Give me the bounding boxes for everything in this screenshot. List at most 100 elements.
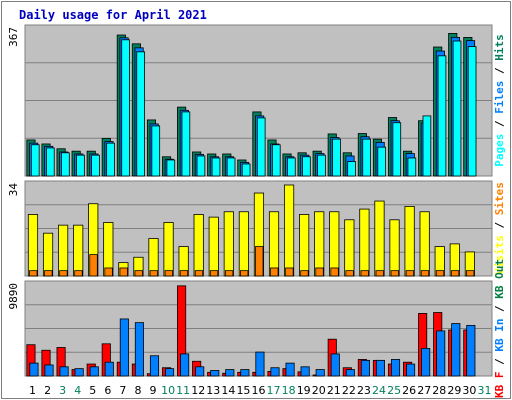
bar-kb-in-7	[119, 318, 129, 377]
bar-pages-29	[452, 40, 462, 177]
x-tick-label-28: 28	[432, 384, 446, 397]
bar-sites-15	[240, 270, 249, 277]
bar-pages-21	[332, 138, 341, 177]
bar-visits-10	[163, 222, 174, 277]
bar-kb-in-14	[225, 369, 235, 377]
bar-visits-23	[359, 208, 370, 277]
x-tick-label-25: 25	[387, 384, 401, 397]
bar-pages-4	[76, 154, 85, 177]
legend-entry: KB F	[493, 372, 506, 399]
bar-kb-in-16	[255, 351, 265, 377]
bar-pages-7	[121, 39, 130, 177]
bar-pages-28	[437, 55, 447, 177]
legend-entry: Sites	[493, 182, 506, 222]
bar-sites-26	[405, 270, 415, 277]
bar-visits-27	[419, 211, 430, 277]
bar-kb-in-4	[74, 368, 84, 377]
bar-sites-9	[149, 270, 158, 277]
bar-kb-in-20	[315, 369, 325, 377]
x-tick-label-17: 17	[267, 384, 281, 397]
x-tick-label-9: 9	[150, 384, 157, 397]
bar-sites-2	[44, 270, 53, 277]
bar-visits-4	[73, 224, 84, 277]
x-tick-label-12: 12	[191, 384, 205, 397]
x-tick-label-24: 24	[372, 384, 386, 397]
legend-entry: /	[493, 358, 506, 372]
bar-sites-17	[270, 267, 279, 277]
bar-pages-6	[106, 142, 115, 177]
bar-sites-30	[465, 270, 475, 277]
bar-kb-in-10	[164, 368, 175, 377]
bar-sites-4	[74, 270, 83, 277]
x-tick-label-14: 14	[221, 384, 235, 397]
x-tick-label-8: 8	[134, 384, 141, 397]
x-tick-label-22: 22	[342, 384, 356, 397]
bar-sites-3	[59, 270, 68, 277]
bar-kb-in-30	[466, 324, 476, 377]
bar-pages-24	[377, 146, 387, 177]
panel-hits-files-pages: 367 Pages / Files / Hits	[7, 24, 506, 177]
bar-pages-27	[422, 115, 432, 177]
bar-pages-11	[181, 111, 191, 177]
bar-kb-in-17	[270, 367, 280, 377]
x-tick-label-2: 2	[44, 384, 51, 397]
bar-pages-1	[30, 144, 40, 177]
bar-kb-in-28	[436, 330, 446, 377]
bar-kb-in-18	[285, 362, 295, 377]
bar-kb-in-27	[421, 347, 431, 377]
x-tick-label-16: 16	[252, 384, 266, 397]
bar-kb-in-24	[375, 359, 385, 377]
bar-sites-5	[89, 254, 98, 277]
bar-sites-13	[209, 270, 219, 277]
bar-kb-in-22	[345, 369, 355, 377]
bar-visits-26	[404, 206, 415, 277]
bar-sites-1	[29, 270, 38, 277]
bar-pages-26	[407, 157, 417, 177]
x-tick-label-23: 23	[357, 384, 371, 397]
bar-sites-20	[315, 267, 324, 277]
bar-visits-19	[299, 214, 310, 277]
bar-kb-in-6	[104, 361, 114, 377]
legend-entry: KB Out	[493, 259, 506, 305]
x-tick-label-3: 3	[59, 384, 66, 397]
bar-kb-in-26	[406, 363, 416, 377]
bar-sites-25	[390, 270, 400, 277]
bar-sites-24	[375, 270, 384, 277]
legend-entry: /	[493, 67, 506, 81]
bar-kb-in-23	[360, 359, 370, 377]
bar-pages-5	[91, 154, 100, 177]
bar-kb-in-29	[451, 323, 461, 377]
y-max-label: 34	[7, 183, 20, 197]
x-tick-label-26: 26	[402, 384, 416, 397]
bar-kb-in-11	[180, 353, 190, 377]
bar-pages-12	[196, 155, 206, 177]
bar-pages-9	[151, 125, 161, 177]
bar-sites-28	[435, 270, 445, 277]
bar-pages-23	[362, 138, 371, 177]
bar-visits-2	[42, 232, 54, 277]
bar-pages-16	[256, 117, 266, 177]
bar-kb-in-9	[149, 355, 160, 377]
bar-sites-19	[300, 270, 309, 277]
bar-sites-11	[179, 270, 189, 277]
bar-sites-23	[360, 270, 369, 277]
bar-sites-6	[104, 267, 113, 277]
bar-pages-14	[226, 157, 236, 177]
bar-visits-25	[389, 219, 400, 277]
bar-kb-in-19	[300, 366, 310, 377]
bar-sites-18	[285, 267, 294, 277]
bar-sites-7	[119, 267, 128, 277]
bar-visits-15	[238, 211, 249, 277]
x-tick-label-11: 11	[176, 384, 190, 397]
bar-sites-10	[164, 270, 174, 277]
bar-sites-29	[450, 270, 460, 277]
legend-entry: Hits	[493, 34, 506, 67]
legend-entry: /	[493, 305, 506, 319]
bar-visits-1	[27, 214, 39, 277]
bar-kb-in-15	[240, 369, 250, 377]
bar-kb-in-12	[195, 366, 205, 377]
x-tick-label-13: 13	[206, 384, 220, 397]
bar-pages-3	[61, 152, 70, 177]
legend-entry: KB In	[493, 319, 506, 359]
chart-title: Daily usage for April 2021	[19, 8, 207, 22]
